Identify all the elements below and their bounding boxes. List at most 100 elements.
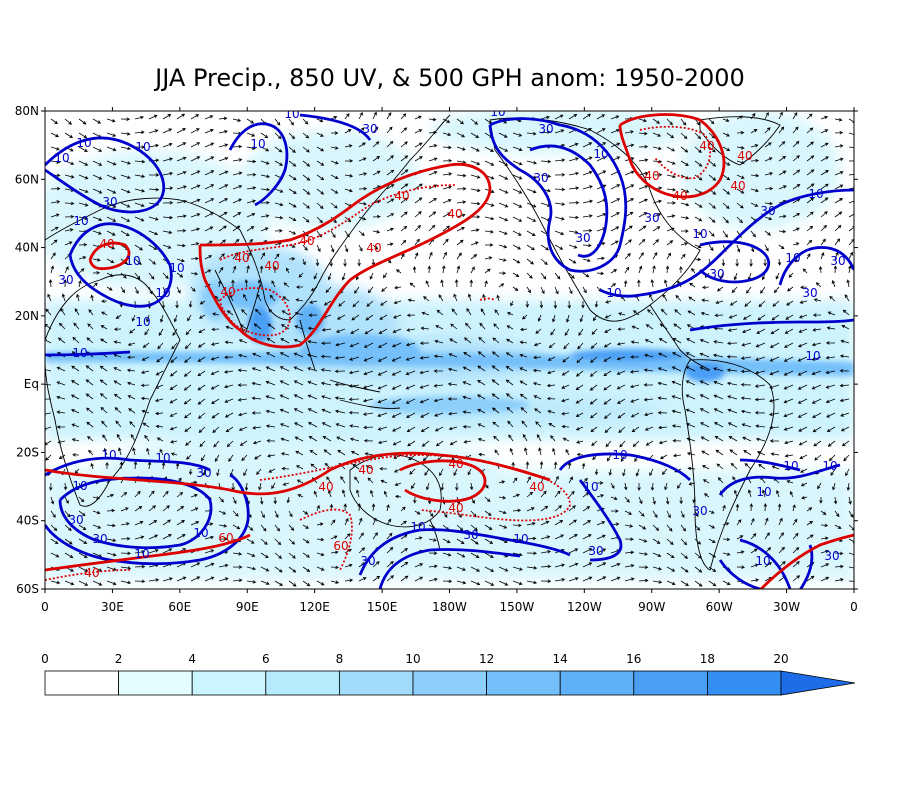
wind-vector	[372, 126, 379, 134]
wind-vector	[728, 314, 738, 319]
wind-vector	[666, 146, 676, 152]
wind-vector	[730, 462, 738, 470]
wind-vector	[526, 566, 538, 570]
wind-vector	[190, 156, 201, 162]
wind-vector	[666, 118, 673, 126]
wind-vector	[148, 578, 160, 582]
positive-contour-label: 10	[101, 448, 116, 462]
wind-vector	[120, 146, 132, 151]
wind-vector	[197, 398, 206, 405]
wind-vector	[792, 227, 800, 232]
wind-vector	[797, 370, 808, 376]
negative-contour-label: 60	[218, 531, 233, 545]
wind-vector	[286, 496, 291, 504]
wind-vector	[252, 440, 262, 445]
wind-vector	[106, 552, 117, 557]
wind-vector	[750, 202, 759, 207]
wind-vector	[848, 496, 852, 505]
wind-vector	[456, 524, 464, 532]
wind-vector	[783, 426, 794, 431]
wind-vector	[134, 244, 143, 251]
wind-vector	[90, 462, 94, 470]
wind-vector	[265, 409, 276, 414]
wind-vector	[484, 280, 488, 288]
wind-vector	[839, 354, 850, 358]
wind-vector	[630, 355, 639, 359]
wind-vector	[568, 548, 579, 554]
wind-vector	[694, 566, 703, 573]
wind-vector	[293, 366, 304, 372]
wind-vector	[302, 188, 311, 195]
wind-vector	[386, 227, 394, 232]
wind-vector	[99, 393, 108, 400]
wind-vector	[176, 185, 187, 190]
wind-vector	[288, 132, 296, 140]
wind-vector	[750, 548, 758, 554]
wind-vector	[232, 198, 242, 204]
wind-vector	[512, 286, 519, 291]
wind-vector	[348, 410, 360, 415]
wind-vector	[582, 142, 593, 148]
positive-contour-label: 10	[169, 261, 184, 275]
wind-vector	[731, 286, 738, 294]
wind-vector	[330, 565, 340, 570]
wind-vector	[722, 146, 731, 151]
wind-vector	[154, 398, 164, 402]
wind-vector	[788, 272, 794, 278]
wind-vector	[232, 185, 243, 190]
wind-vector	[442, 199, 452, 204]
wind-vector	[526, 216, 537, 222]
wind-vector	[750, 173, 760, 178]
wind-vector	[610, 184, 621, 190]
wind-vector	[148, 143, 160, 148]
wind-vector	[554, 519, 564, 526]
wind-vector	[243, 293, 248, 302]
wind-vector	[197, 384, 206, 391]
wind-vector	[295, 298, 304, 302]
wind-vector	[50, 146, 60, 151]
wind-vector	[510, 300, 514, 307]
wind-vector	[218, 524, 228, 528]
wind-vector	[798, 328, 808, 333]
wind-vector	[548, 422, 556, 428]
wind-vector	[218, 563, 229, 568]
wind-vector	[162, 157, 174, 162]
wind-vector	[638, 158, 649, 162]
wind-vector	[792, 169, 801, 176]
negative-contour-label: 40	[644, 169, 659, 183]
wind-vector	[271, 482, 276, 490]
wind-vector	[313, 272, 318, 280]
wind-vector	[666, 174, 677, 179]
wind-vector	[505, 352, 514, 358]
wind-vector	[329, 258, 333, 267]
wind-vector	[315, 258, 320, 267]
wind-vector	[100, 325, 108, 330]
positive-contour-label: 10	[692, 227, 707, 241]
wind-vector	[540, 535, 551, 540]
wind-vector	[596, 271, 605, 276]
wind-vector	[562, 356, 570, 363]
wind-vector	[750, 517, 755, 526]
wind-vector	[777, 503, 782, 512]
wind-vector	[92, 118, 102, 124]
wind-vector	[400, 506, 406, 512]
wind-vector	[819, 496, 823, 504]
wind-vector	[414, 142, 423, 148]
wind-vector	[414, 576, 424, 582]
wind-vector	[554, 114, 564, 120]
wind-vector	[78, 174, 89, 180]
wind-vector	[484, 268, 491, 274]
wind-vector	[50, 252, 56, 260]
positive-contour-label: 10	[593, 147, 608, 161]
wind-vector	[358, 517, 363, 526]
wind-vector	[512, 493, 520, 498]
wind-vector	[176, 258, 185, 263]
wind-vector	[834, 510, 840, 518]
wind-vector	[425, 482, 430, 491]
wind-vector	[769, 342, 780, 348]
wind-vector	[169, 384, 178, 390]
wind-vector	[199, 440, 206, 448]
wind-vector	[610, 198, 621, 204]
wind-vector	[699, 408, 710, 414]
